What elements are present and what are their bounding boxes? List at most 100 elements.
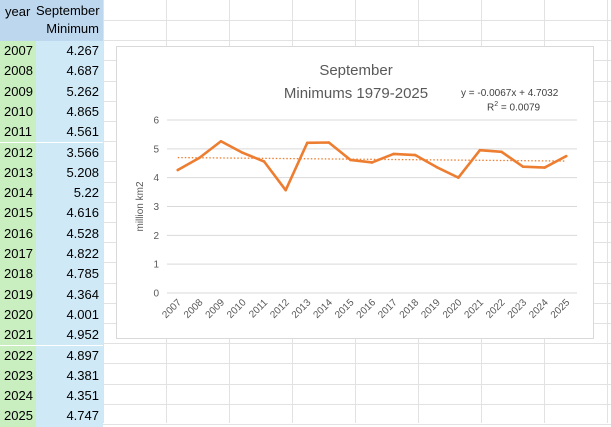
trendline [177, 156, 567, 162]
minimum-value-cell[interactable]: 5.22 [36, 183, 103, 204]
y-tick-label: 2 [153, 231, 159, 242]
y-tick-label: 5 [153, 144, 159, 155]
data-point [500, 150, 503, 154]
header-september-cell[interactable]: September Minimum [36, 0, 103, 41]
year-cell[interactable]: 2020 [0, 304, 36, 326]
year-cell[interactable]: 2024 [0, 386, 36, 407]
r-squared-value: = 0.0079 [498, 102, 541, 114]
minimum-value-cell[interactable]: 4.351 [36, 386, 103, 407]
minimum-value-cell[interactable]: 4.561 [36, 122, 103, 143]
year-cell[interactable]: 2022 [0, 345, 36, 366]
y-tick-label: 4 [153, 173, 159, 184]
data-point [176, 168, 180, 172]
minimum-value-cell[interactable]: 4.822 [36, 244, 103, 265]
y-axis-label: million km2 [135, 181, 146, 231]
data-point [241, 151, 244, 155]
year-cell[interactable]: 2009 [0, 81, 36, 102]
minimum-value-cell[interactable]: 5.208 [36, 162, 103, 184]
year-cell[interactable]: 2010 [0, 101, 36, 123]
y-tick-label: 0 [153, 289, 159, 300]
year-cell[interactable]: 2015 [0, 203, 36, 224]
data-point [370, 161, 374, 164]
header-september-label: September [36, 3, 100, 18]
data-point [521, 165, 525, 168]
sheet-gridline-horizontal [103, 20, 611, 21]
year-cell[interactable]: 2014 [0, 183, 36, 204]
year-cell[interactable]: 2008 [0, 61, 36, 82]
x-tick-label: 2008 [182, 297, 206, 321]
minimum-value-cell[interactable]: 4.267 [36, 41, 103, 62]
minimum-value-cell[interactable]: 4.528 [36, 223, 103, 244]
sheet-gridline-vertical [607, 0, 608, 423]
data-point [349, 158, 352, 162]
sheet-gridline-horizontal [103, 363, 611, 365]
header-year-cell[interactable]: year [0, 0, 36, 41]
header-year-label: year [5, 4, 31, 19]
chart-title-line1: September [319, 62, 393, 79]
year-cell[interactable]: 2025 [0, 406, 36, 427]
data-point [262, 160, 266, 163]
x-tick-label: 2021 [463, 297, 487, 321]
year-cell[interactable]: 2007 [0, 41, 36, 62]
year-cell[interactable]: 2021 [0, 325, 36, 346]
minimum-value-cell[interactable]: 4.001 [36, 304, 103, 326]
year-cell[interactable]: 2011 [0, 122, 36, 143]
x-tick-label: 2015 [333, 297, 357, 321]
trendline-r-squared: R2 = 0.0079 [487, 101, 541, 114]
minimum-value-cell[interactable]: 3.566 [36, 142, 103, 163]
minimum-value-cell[interactable]: 4.687 [36, 61, 103, 82]
data-point [392, 152, 395, 156]
x-tick-label: 2018 [398, 297, 422, 321]
sheet-gridline-horizontal [103, 424, 611, 425]
line-chart[interactable]: September Minimums 1979-2025 y = -0.0067… [116, 46, 594, 339]
data-point [413, 153, 417, 157]
minimum-value-cell[interactable]: 4.381 [36, 365, 103, 387]
sheet-gridline-horizontal [103, 343, 611, 345]
year-cell[interactable]: 2019 [0, 284, 36, 305]
minimum-value-cell[interactable]: 4.747 [36, 406, 103, 427]
data-point [478, 148, 482, 152]
sheet-gridline-horizontal [103, 403, 611, 405]
data-point [219, 139, 223, 143]
x-tick-label: 2023 [506, 297, 530, 321]
r-squared-symbol: R [487, 102, 495, 114]
minimum-value-cell[interactable]: 4.865 [36, 101, 103, 123]
x-tick-label: 2020 [441, 297, 465, 321]
y-tick-label: 3 [153, 202, 159, 213]
minimum-value-cell[interactable]: 5.262 [36, 81, 103, 102]
year-cell[interactable]: 2023 [0, 365, 36, 387]
y-tick-label: 1 [153, 260, 159, 271]
data-point [564, 154, 568, 158]
x-tick-label: 2010 [225, 297, 249, 321]
data-point [543, 166, 546, 169]
data-point [305, 141, 309, 145]
x-tick-label: 2013 [290, 297, 314, 321]
minimum-value-cell[interactable]: 4.785 [36, 264, 103, 285]
minimum-value-cell[interactable]: 4.616 [36, 203, 103, 224]
data-point [284, 188, 287, 192]
year-cell[interactable]: 2013 [0, 162, 36, 184]
x-tick-label: 2014 [311, 297, 335, 321]
sheet-gridline-vertical [103, 0, 104, 423]
year-cell[interactable]: 2018 [0, 264, 36, 285]
x-tick-label: 2019 [419, 297, 443, 321]
minimum-value-cell[interactable]: 4.897 [36, 345, 103, 366]
minimum-value-cell[interactable]: 4.952 [36, 325, 103, 346]
y-tick-label: 6 [153, 116, 159, 127]
data-point [457, 176, 460, 179]
minimum-value-cell[interactable]: 4.364 [36, 284, 103, 305]
chart-title-line2: Minimums 1979-2025 [283, 85, 429, 102]
year-cell[interactable]: 2012 [0, 142, 36, 163]
trendline-equation: y = -0.0067x + 4.7032 [461, 88, 559, 99]
x-tick-label: 2024 [527, 297, 551, 321]
x-tick-label: 2022 [484, 297, 508, 321]
data-point [435, 165, 439, 169]
year-cell[interactable]: 2016 [0, 223, 36, 244]
sheet-gridline-horizontal [103, 383, 611, 385]
x-tick-label: 2016 [355, 297, 379, 321]
header-minimum-label: Minimum [46, 21, 99, 36]
x-tick-label: 2007 [160, 297, 184, 321]
year-cell[interactable]: 2017 [0, 244, 36, 265]
